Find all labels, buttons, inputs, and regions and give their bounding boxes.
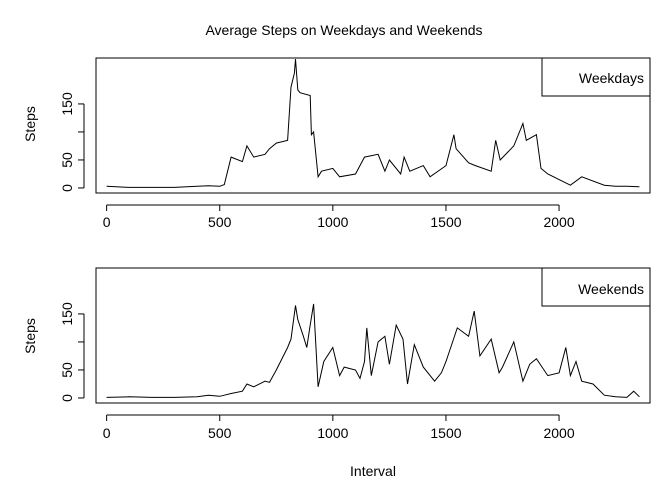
x-tick-label: 1500 xyxy=(430,214,461,230)
x-tick-label: 2000 xyxy=(543,425,574,441)
x-tick-label: 1000 xyxy=(317,214,348,230)
x-tick-label: 1500 xyxy=(430,425,461,441)
y-tick-label: 0 xyxy=(59,184,75,192)
x-tick-label: 0 xyxy=(103,214,111,230)
x-tick-label: 2000 xyxy=(543,214,574,230)
weekdays-legend-box xyxy=(541,57,651,97)
weekdays-x-axis: 0 500 1000 1500 2000 xyxy=(103,204,575,230)
weekends-y-axis-label: Steps xyxy=(22,318,38,354)
weekdays-panel: Steps 0 500 1000 1500 2000 0 50 150 Weekdays xyxy=(22,57,651,230)
weekdays-y-axis-label: Steps xyxy=(22,106,38,142)
weekends-y-axis: 0 50 150 xyxy=(59,302,85,402)
x-tick-label: 0 xyxy=(103,425,111,441)
weekends-plot-frame xyxy=(95,267,651,404)
weekdays-plot-frame xyxy=(95,57,651,194)
x-tick-label: 1000 xyxy=(317,425,348,441)
weekdays-y-axis: 0 50 150 xyxy=(59,92,85,192)
y-tick-label: 50 xyxy=(59,362,75,378)
y-tick-label: 50 xyxy=(59,152,75,168)
x-axis-label: Interval xyxy=(350,463,396,479)
weekdays-legend-label: Weekdays xyxy=(579,70,644,86)
chart-title: Average Steps on Weekdays and Weekends xyxy=(205,22,482,38)
weekends-x-axis: 0 500 1000 1500 2000 xyxy=(103,414,575,441)
weekends-panel: Steps 0 500 1000 1500 2000 0 50 150 Weekends xyxy=(22,267,651,441)
y-tick-label: 150 xyxy=(59,92,75,116)
y-tick-label: 0 xyxy=(59,394,75,402)
y-tick-label: 150 xyxy=(59,302,75,326)
weekends-legend-label: Weekends xyxy=(578,281,644,297)
x-tick-label: 500 xyxy=(208,425,232,441)
weekends-series-line xyxy=(106,303,640,398)
weekends-legend-box xyxy=(541,267,651,307)
weekdays-series-line xyxy=(106,59,640,188)
x-tick-label: 500 xyxy=(208,214,232,230)
